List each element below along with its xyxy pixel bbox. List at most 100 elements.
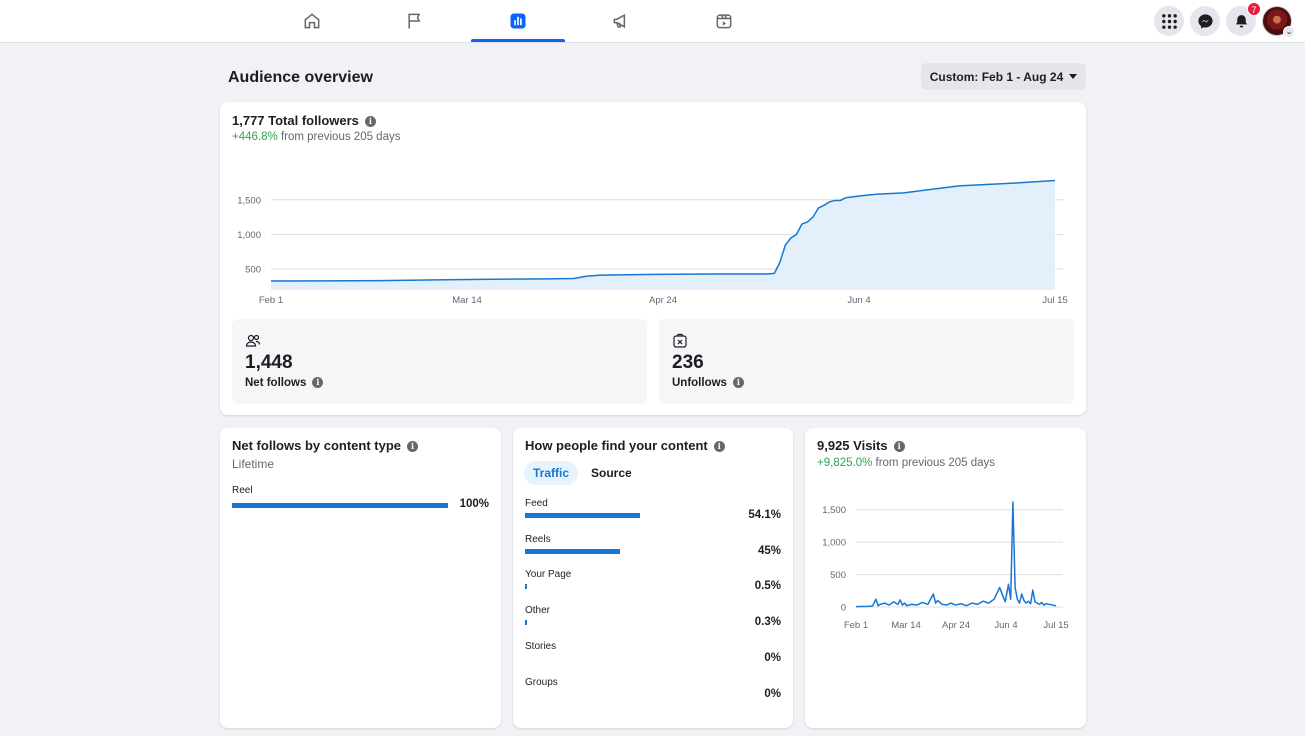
x-tick-label: Jul 15 (1042, 295, 1067, 306)
unfollows-label: Unfollows i (672, 377, 744, 389)
discovery-row: Groups 0% (525, 677, 781, 707)
visits-change: +9,825.0% from previous 205 days (817, 457, 995, 469)
followers-chart: 500 1,000 1,500 Feb 1 Mar 14 Apr 24 Jun 4 Jul 1… (237, 179, 1068, 306)
visits-title: 9,925 Visits i (817, 438, 905, 453)
bar-fill (525, 620, 527, 625)
unfollow-icon (673, 333, 687, 348)
x-tick-label: Feb 1 (844, 620, 868, 631)
y-tick-label: 1,000 (237, 230, 261, 241)
info-icon[interactable]: i (312, 377, 324, 389)
insights-icon (510, 13, 526, 29)
bar-track (525, 656, 737, 661)
info-icon[interactable]: i (407, 441, 419, 453)
nav-tab-home[interactable] (265, 0, 359, 42)
bar-percent: 45% (757, 545, 781, 557)
apps-menu-button[interactable] (1154, 6, 1184, 36)
content-type-subtitle: Lifetime (232, 457, 275, 471)
x-tick-label: Mar 14 (452, 295, 482, 306)
grid-icon (1161, 13, 1177, 29)
visits-title-text: 9,925 Visits (817, 438, 888, 453)
followers-change-suffix: from previous 205 days (280, 131, 401, 143)
bar-label: Reels (525, 534, 551, 545)
discovery-row: Stories 0% (525, 641, 781, 671)
visits-chart: 0 500 1,000 1,500 Feb 1 Mar 14 Apr 24 Jun 4 Jul … (822, 501, 1069, 631)
nav-tab-ads[interactable] (574, 0, 668, 42)
discovery-card: How people find your content i Traffic So… (513, 428, 793, 728)
page-title: Audience overview (228, 69, 373, 86)
notifications-button[interactable]: 7 (1226, 2, 1261, 36)
bar-percent: 0% (764, 688, 781, 700)
bar-label: Reel (232, 485, 253, 496)
home-icon (304, 13, 320, 29)
series-line (855, 501, 1057, 608)
bar-percent: 100% (459, 498, 489, 510)
messenger-icon (1197, 13, 1213, 29)
net-follows-label: Net follows i (245, 377, 324, 389)
top-navigation-bar: 7 ⌄ (0, 0, 1305, 43)
visits-change-suffix: from previous 205 days (875, 457, 996, 469)
info-icon[interactable]: i (893, 441, 905, 453)
messenger-button[interactable] (1190, 6, 1220, 36)
x-tick-label: Jun 4 (847, 295, 870, 306)
visits-card: 9,925 Visits i +9,825.0% from previous 20… (805, 428, 1086, 728)
series-line (270, 179, 1056, 282)
followers-card: 1,777 Total followers i +446.8% from prev… (220, 102, 1086, 415)
unfollows-label-text: Unfollows (672, 377, 727, 389)
net-follows-value: 1,448 (245, 352, 293, 373)
visits-change-value: +9,825.0% (817, 457, 873, 469)
chevron-down-icon[interactable]: ⌄ (1283, 26, 1295, 38)
x-tick-label: Mar 14 (891, 620, 921, 631)
discovery-title-text: How people find your content (525, 438, 708, 453)
y-tick-label: 500 (245, 265, 261, 276)
bar-fill (525, 584, 527, 589)
bar-label: Feed (525, 498, 548, 509)
discovery-tabs: Traffic Source (524, 461, 641, 485)
bar-fill (525, 549, 621, 554)
info-icon[interactable]: i (364, 116, 376, 128)
bar-track (525, 584, 737, 589)
tab-source[interactable]: Source (591, 466, 632, 480)
bar-label: Your Page (525, 569, 572, 580)
nav-tab-page[interactable] (368, 0, 462, 42)
x-tick-label: Jun 4 (994, 620, 1017, 631)
bar-label: Groups (525, 677, 558, 688)
net-follows-box: 1,448 Net follows i (232, 319, 647, 404)
tab-traffic[interactable]: Traffic (524, 461, 579, 485)
content-type-title: Net follows by content type i (232, 438, 419, 453)
people-icon (245, 334, 261, 347)
nav-tab-insights[interactable] (471, 0, 565, 42)
bar-percent: 54.1% (748, 509, 781, 521)
bar-track (525, 549, 737, 554)
caret-down-icon (1069, 74, 1078, 79)
nav-tab-planner[interactable] (677, 0, 771, 42)
info-icon[interactable]: i (732, 377, 744, 389)
discovery-row: Reels 45% (525, 534, 781, 564)
info-icon[interactable]: i (713, 441, 725, 453)
x-tick-label: Apr 24 (942, 620, 970, 631)
followers-title-text: 1,777 Total followers (232, 113, 359, 128)
date-range-dropdown[interactable]: Custom: Feb 1 - Aug 24 (921, 63, 1086, 90)
bar-track (525, 620, 737, 625)
bar-track (525, 692, 737, 697)
bar-percent: 0.5% (754, 580, 781, 592)
content-type-row: Reel 100% (232, 485, 489, 515)
followers-card-title: 1,777 Total followers i (232, 113, 376, 128)
x-tick-label: Feb 1 (259, 295, 283, 306)
flag-icon (408, 13, 421, 29)
area-fill (271, 180, 1055, 290)
y-tick-label: 500 (830, 570, 846, 581)
discovery-row: Your Page 0.5% (525, 569, 781, 599)
content-type-card: Net follows by content type i Lifetime Re… (220, 428, 501, 728)
unfollows-value: 236 (672, 352, 704, 373)
y-tick-label: 1,500 (237, 195, 261, 206)
bar-percent: 0.3% (754, 616, 781, 628)
bar-track (232, 503, 448, 508)
bar-fill (232, 503, 448, 508)
bell-icon (1235, 14, 1247, 28)
date-range-label: Custom: Feb 1 - Aug 24 (929, 69, 1064, 84)
unfollows-box: 236 Unfollows i (659, 319, 1074, 404)
discovery-row: Feed 54.1% (525, 498, 781, 528)
content-type-title-text: Net follows by content type (232, 438, 402, 453)
y-tick-label: 1,000 (822, 538, 846, 549)
y-tick-label: 0 (841, 603, 846, 614)
